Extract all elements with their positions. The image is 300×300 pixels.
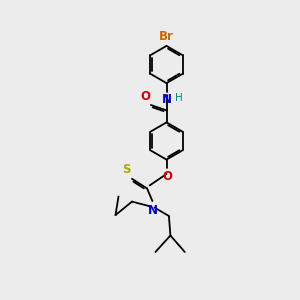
Text: N: N	[147, 204, 158, 217]
Text: Br: Br	[159, 30, 174, 43]
Text: N: N	[161, 93, 172, 106]
Text: H: H	[175, 93, 183, 103]
Text: S: S	[122, 163, 130, 176]
Text: O: O	[140, 91, 151, 103]
Text: O: O	[162, 170, 172, 183]
